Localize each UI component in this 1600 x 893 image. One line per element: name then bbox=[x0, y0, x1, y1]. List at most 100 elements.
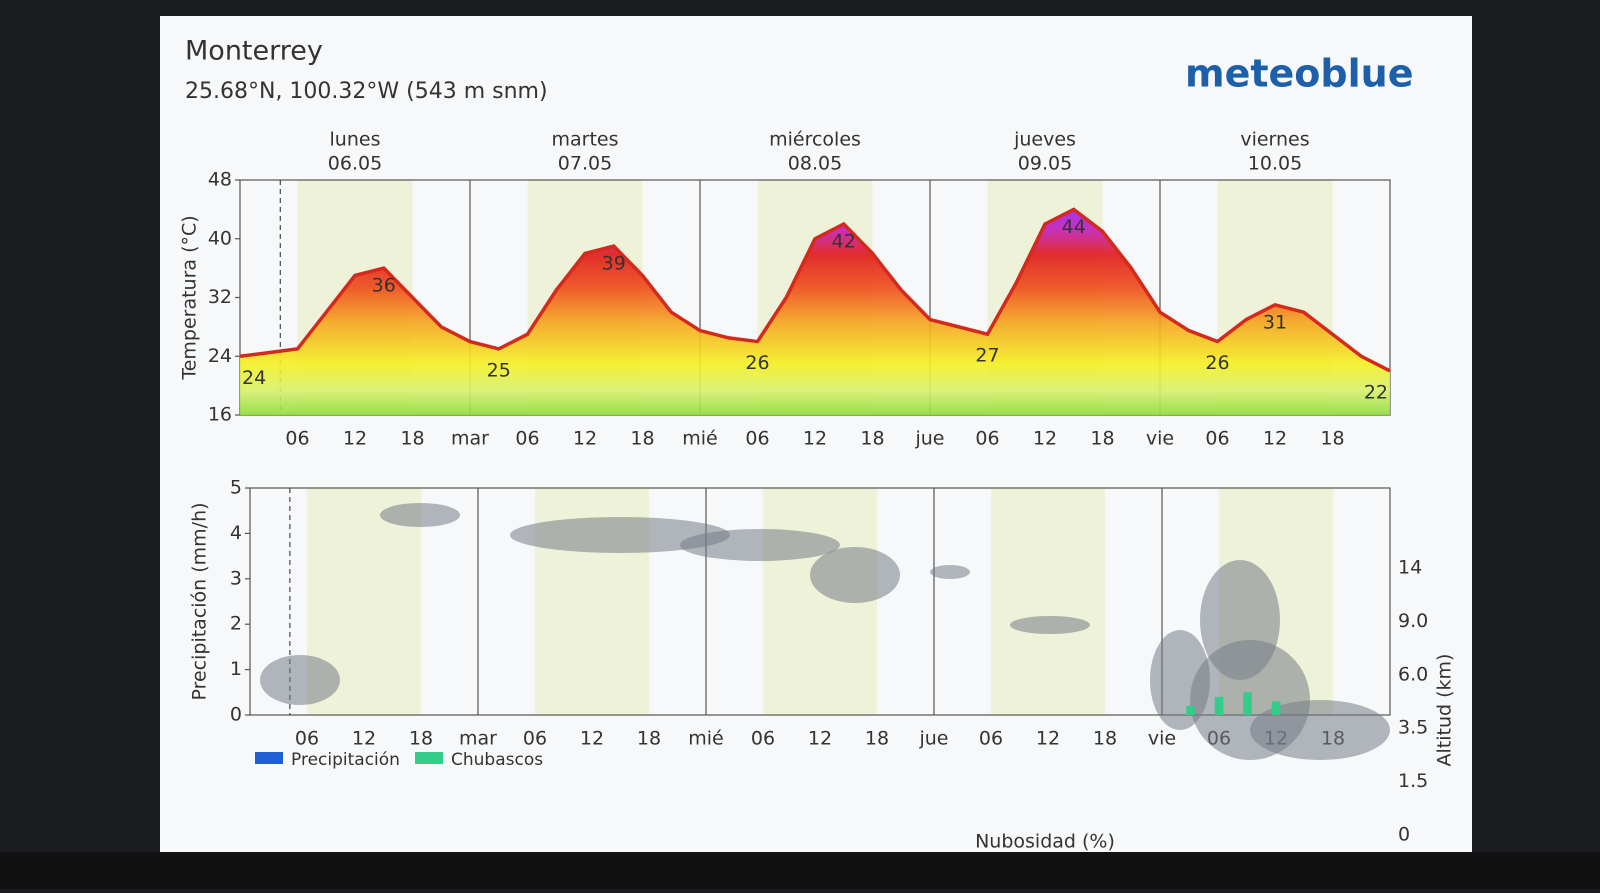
x-tick-label: 18 bbox=[860, 428, 884, 450]
cloud-cover bbox=[510, 517, 730, 553]
x-tick-label: 06 bbox=[515, 428, 539, 450]
extreme-label: 26 bbox=[1205, 352, 1229, 374]
day-date: 07.05 bbox=[558, 153, 612, 175]
x-tick-label: 06 bbox=[1205, 428, 1229, 450]
day-name: lunes bbox=[330, 129, 381, 151]
extreme-label: 26 bbox=[745, 352, 769, 374]
cloud-cover bbox=[810, 547, 900, 603]
legend-swatch bbox=[415, 752, 443, 764]
x-tick-label: 06 bbox=[751, 728, 775, 750]
x-tick-label: vie bbox=[1146, 428, 1174, 450]
x-tick-label: 18 bbox=[409, 728, 433, 750]
altitude-label: 0 bbox=[1398, 824, 1410, 846]
precip-bar bbox=[1271, 701, 1281, 715]
altitude-label: 1.5 bbox=[1398, 770, 1428, 792]
day-name: jueves bbox=[1013, 129, 1076, 151]
extreme-label: 36 bbox=[372, 275, 396, 297]
taskbar bbox=[0, 852, 1600, 889]
precip-bar bbox=[1243, 692, 1252, 715]
x-tick-label: 06 bbox=[295, 728, 319, 750]
x-tick-label: 12 bbox=[803, 428, 827, 450]
x-tick-label: mié bbox=[688, 728, 723, 750]
x-tick-label: 06 bbox=[979, 728, 1003, 750]
y-tick-label: 5 bbox=[230, 477, 242, 499]
day-date: 09.05 bbox=[1018, 153, 1072, 175]
y-tick-label: 0 bbox=[230, 704, 242, 726]
day-name: miércoles bbox=[769, 129, 861, 151]
brand: meteoblue bbox=[1185, 52, 1413, 96]
legend-label: Chubascos bbox=[451, 750, 543, 770]
x-tick-label: 18 bbox=[400, 428, 424, 450]
y-label: Precipitación (mm/h) bbox=[189, 502, 211, 700]
x-tick-label: 12 bbox=[808, 728, 832, 750]
y-tick-label: 40 bbox=[208, 227, 232, 249]
x-tick-label: 12 bbox=[580, 728, 604, 750]
x-tick-label: mié bbox=[682, 428, 717, 450]
y-tick-label: 24 bbox=[208, 345, 232, 367]
extreme-label: 44 bbox=[1062, 216, 1086, 238]
coords: 25.68°N, 100.32°W (543 m snm) bbox=[185, 79, 548, 104]
x-tick-label: 18 bbox=[637, 728, 661, 750]
x-tick-label: mar bbox=[451, 428, 489, 450]
x-tick-label: 06 bbox=[975, 428, 999, 450]
temperature-chart: 16 24 32 40 48 06 12 18 mar 06 12 18 mié 06 12 18 jue 06 1… bbox=[179, 129, 1391, 450]
extreme-label: 31 bbox=[1263, 311, 1287, 333]
precip-bar bbox=[1214, 696, 1224, 715]
x-tick-label: 06 bbox=[285, 428, 309, 450]
cloud-cover bbox=[930, 565, 970, 579]
x-tick-label: 12 bbox=[352, 728, 376, 750]
x-tick-label: mar bbox=[459, 728, 497, 750]
y-tick-label: 4 bbox=[230, 522, 242, 544]
cloud-cover bbox=[1150, 630, 1210, 730]
x-tick-label: 12 bbox=[1263, 428, 1287, 450]
legend-label: Precipitación bbox=[291, 750, 400, 770]
x-tick-label: 18 bbox=[1090, 428, 1114, 450]
location: Monterrey bbox=[185, 36, 323, 67]
altitude-label: 9.0 bbox=[1398, 610, 1428, 632]
day-date: 10.05 bbox=[1248, 153, 1302, 175]
altitude-label: 14 bbox=[1398, 557, 1422, 579]
extreme-label: 24 bbox=[242, 367, 266, 389]
daylight-band bbox=[991, 488, 1105, 715]
cloud-cover bbox=[380, 503, 460, 527]
extreme-label: 27 bbox=[975, 345, 999, 367]
extreme-label: 39 bbox=[602, 253, 626, 275]
cloud-cover bbox=[260, 655, 340, 705]
x-tick-label: 12 bbox=[573, 428, 597, 450]
x-tick-label: jue bbox=[918, 728, 948, 750]
day-date: 06.05 bbox=[328, 153, 382, 175]
x-tick-label: 18 bbox=[1093, 728, 1117, 750]
x-tick-label: 18 bbox=[630, 428, 654, 450]
cloud-cover bbox=[1250, 700, 1390, 760]
day-date: 08.05 bbox=[788, 153, 842, 175]
x-tick-label: 18 bbox=[865, 728, 889, 750]
x-tick-label: 12 bbox=[1033, 428, 1057, 450]
y-label: Temperatura (°C) bbox=[179, 215, 201, 380]
x-tick-label: 12 bbox=[1036, 728, 1060, 750]
x-tick-label: 06 bbox=[745, 428, 769, 450]
extreme-label: 42 bbox=[832, 231, 856, 253]
x-tick-label: jue bbox=[914, 428, 944, 450]
y-tick-label: 1 bbox=[230, 658, 242, 680]
y-tick-label: 2 bbox=[230, 613, 242, 635]
x-label: Nubosidad (%) bbox=[975, 831, 1115, 853]
temperature-line bbox=[239, 207, 1391, 373]
extreme-label: 22 bbox=[1364, 381, 1388, 403]
plot-frame bbox=[249, 487, 1391, 716]
x-tick-label: 18 bbox=[1320, 428, 1344, 450]
cloud-cover bbox=[680, 529, 840, 561]
y2-label: Altitud (km) bbox=[1434, 654, 1456, 767]
x-tick-label: 06 bbox=[523, 728, 547, 750]
cloud-cover bbox=[1010, 616, 1090, 634]
precip-bar bbox=[1186, 705, 1195, 715]
x-tick-label: 12 bbox=[343, 428, 367, 450]
x-tick-label: vie bbox=[1148, 728, 1176, 750]
altitude-label: 3.5 bbox=[1398, 717, 1428, 739]
y-tick-label: 3 bbox=[230, 567, 242, 589]
y-tick-label: 16 bbox=[208, 404, 232, 426]
y-tick-label: 32 bbox=[208, 286, 232, 308]
extreme-label: 25 bbox=[487, 359, 511, 381]
legend-swatch bbox=[255, 752, 283, 764]
